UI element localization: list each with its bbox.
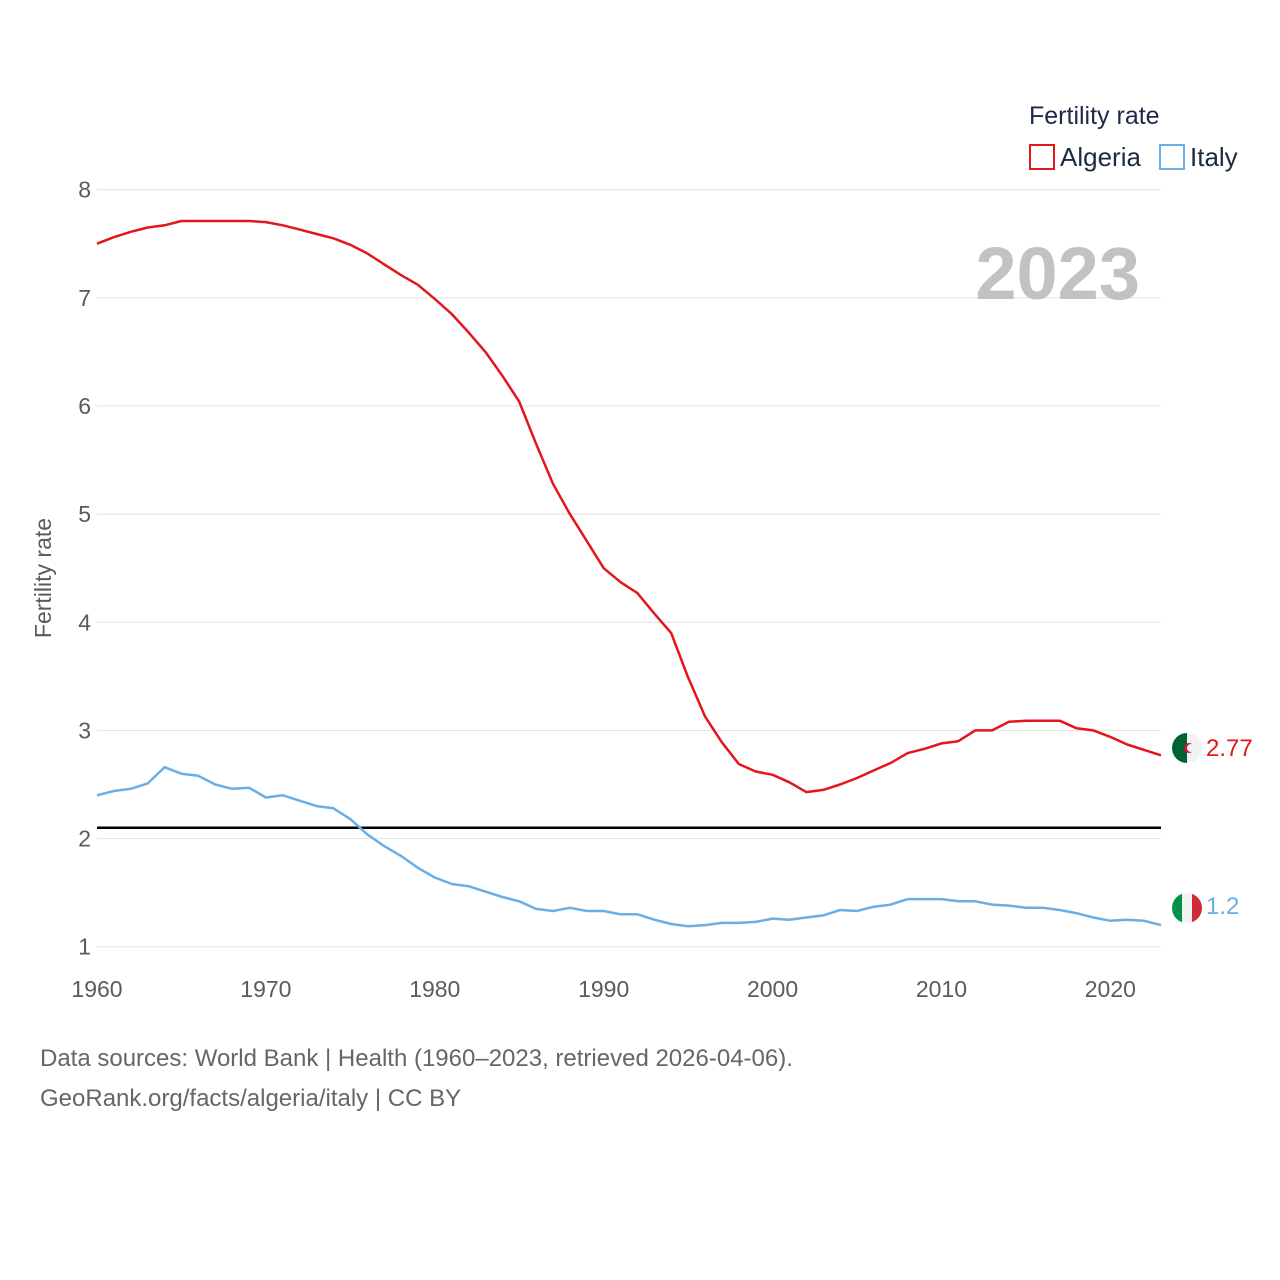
x-axis-ticks: 1960 1970 1980 1990 2000 2010 2020 [71, 976, 1136, 1002]
legend-label-italy[interactable]: Italy [1190, 142, 1238, 172]
legend[interactable]: Fertility rate Algeria Italy [1029, 102, 1238, 172]
y-tick-label: 5 [78, 501, 91, 527]
year-watermark: 2023 [975, 232, 1140, 315]
italy-flag-icon [1172, 893, 1202, 923]
x-tick-label: 1970 [240, 976, 291, 1002]
license-line: GeoRank.org/facts/algeria/italy | CC BY [40, 1085, 462, 1112]
y-tick-label: 3 [78, 717, 91, 743]
x-tick-label: 1980 [409, 976, 460, 1002]
x-tick-label: 2020 [1085, 976, 1136, 1002]
series-lines [96, 219, 1162, 928]
y-tick-label: 7 [78, 285, 91, 311]
gridlines [97, 189, 1161, 948]
legend-label-algeria[interactable]: Algeria [1060, 142, 1141, 172]
legend-swatch-algeria[interactable] [1029, 144, 1055, 170]
source-line: Data sources: World Bank | Health (1960–… [40, 1045, 793, 1072]
legend-swatch-italy[interactable] [1159, 144, 1185, 170]
y-tick-label: 8 [78, 177, 91, 203]
x-tick-label: 1990 [578, 976, 629, 1002]
fertility-line-chart: 1 2 3 4 5 6 7 8 1960 1970 1980 1990 2000 2010 2020 Fe… [30, 102, 1253, 1002]
x-tick-label: 2010 [916, 976, 967, 1002]
x-tick-label: 2000 [747, 976, 798, 1002]
end-value-algeria: 2.77 [1206, 735, 1253, 762]
y-axis-ticks: 1 2 3 4 5 6 7 8 [78, 177, 91, 960]
y-tick-label: 6 [78, 393, 91, 419]
x-tick-label: 1960 [71, 976, 122, 1002]
y-tick-label: 2 [78, 826, 91, 852]
series-line-algeria[interactable] [96, 219, 1162, 794]
end-value-italy: 1.2 [1206, 893, 1239, 920]
legend-title: Fertility rate [1029, 102, 1160, 130]
algeria-flag-icon [1172, 733, 1202, 763]
y-tick-label: 4 [78, 609, 91, 635]
y-tick-label: 1 [78, 934, 91, 960]
y-axis-title: Fertility rate [30, 518, 56, 638]
series-line-italy[interactable] [96, 765, 1162, 928]
